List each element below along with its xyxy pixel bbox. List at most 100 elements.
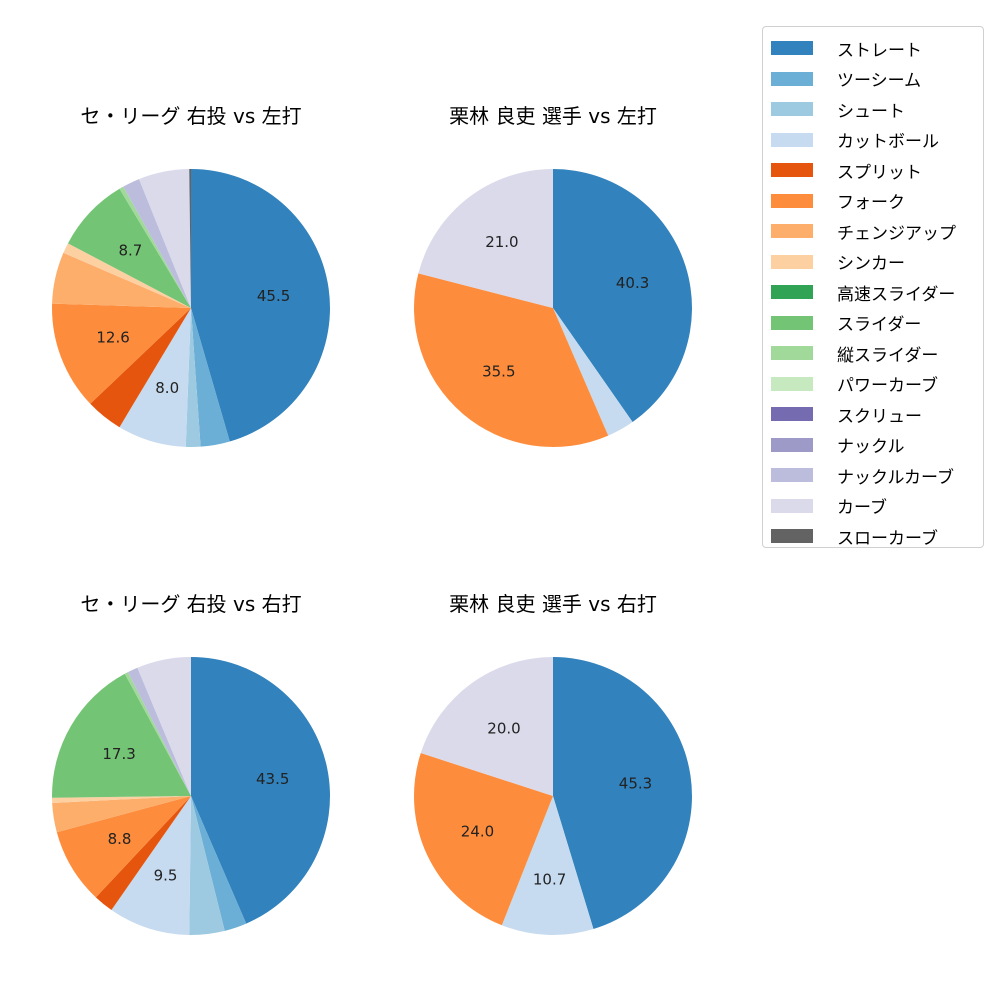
pie-slice — [185, 308, 201, 447]
pie-chart: 45.5 8.0 12.6 8.7 — [52, 168, 330, 447]
pie-slice — [52, 796, 191, 803]
pie-slice — [127, 667, 191, 796]
pie-slice — [52, 796, 192, 833]
pie-chart: 45.3 10.7 24.0 20.0 — [413, 657, 692, 935]
pie-slice — [189, 168, 191, 308]
legend-swatch — [771, 498, 813, 513]
pie-slice — [191, 308, 230, 447]
legend-item: パワーカーブ — [763, 369, 983, 400]
legend: ストレートツーシームシュートカットボール スプリットフォーク チェンジアップ シンカー… — [762, 26, 984, 549]
pie-panel-league-vs-right: セ・リーグ 右投 vs 右打 43.5 9.5 8.8 17.3 — [41, 588, 341, 948]
pie-slice — [137, 657, 191, 796]
legend-swatch — [771, 224, 813, 239]
slice-percent-label: 43.5 — [256, 770, 289, 788]
pie-slice — [56, 796, 192, 898]
legend-swatch — [771, 529, 813, 544]
pie-slice — [553, 308, 633, 436]
legend-item: フォーク — [763, 186, 983, 217]
legend-label: ナックル — [837, 437, 905, 458]
pie-slice — [553, 657, 692, 929]
legend-label: シュート — [837, 101, 905, 122]
slice-percent-label: 8.7 — [118, 242, 142, 260]
pie-slice — [90, 308, 191, 428]
legend-swatch — [771, 41, 813, 56]
pie-slice — [191, 169, 330, 442]
legend-swatch — [771, 193, 813, 208]
chart-title: 栗林 良吏 選手 vs 左打 — [449, 104, 657, 128]
pie-slice — [413, 753, 553, 926]
slice-percent-label: 45.5 — [257, 287, 290, 305]
pie-slice — [189, 796, 225, 936]
pie-slice — [191, 657, 331, 924]
slice-percent-label: 8.8 — [108, 830, 132, 848]
chart-title: セ・リーグ 右投 vs 右打 — [80, 592, 302, 616]
pie-slice — [418, 169, 553, 308]
legend-item: チェンジアップ — [763, 216, 983, 247]
legend-swatch — [771, 132, 813, 147]
legend-label: 高速スライダー — [837, 284, 956, 305]
pie-panel-league-vs-left: セ・リーグ 右投 vs 左打 45.5 8.0 12.6 8.7 — [41, 100, 341, 460]
pie-slice — [51, 673, 192, 798]
pie-slice — [95, 796, 191, 910]
slice-percent-label: 21.0 — [485, 233, 518, 251]
legend-swatch — [771, 102, 813, 117]
legend-item: カットボール — [763, 125, 983, 156]
pie-chart: 43.5 9.5 8.8 17.3 — [51, 657, 331, 936]
legend-item: ナックル — [763, 430, 983, 461]
slice-percent-label: 40.3 — [616, 274, 649, 292]
legend-swatch — [771, 163, 813, 178]
pie-slice — [553, 169, 692, 422]
legend-item: ツーシーム — [763, 64, 983, 95]
legend-swatch — [771, 437, 813, 452]
pie-slice — [119, 186, 191, 308]
pie-slice — [67, 188, 191, 308]
legend-swatch — [771, 468, 813, 483]
slice-percent-label: 17.3 — [102, 745, 135, 763]
legend-swatch — [771, 407, 813, 422]
legend-item: スローカーブ — [763, 521, 983, 552]
legend-item: シュート — [763, 94, 983, 125]
legend-item: 縦スライダー — [763, 338, 983, 369]
legend-label: ナックルカーブ — [837, 467, 954, 488]
legend-label: フォーク — [837, 193, 905, 214]
pie-slice — [191, 796, 247, 931]
pie-slice — [119, 308, 191, 447]
legend-label: 縦スライダー — [837, 345, 939, 366]
legend-swatch — [771, 376, 813, 391]
legend-swatch — [771, 346, 813, 361]
pie-slice — [111, 796, 191, 935]
pie-slice — [123, 179, 191, 308]
pie-slice — [124, 672, 191, 796]
legend-label: スクリュー — [837, 406, 922, 427]
legend-label: カーブ — [837, 498, 887, 519]
pie-slice — [501, 796, 594, 935]
legend-label: カットボール — [837, 132, 939, 153]
pie-slice — [52, 252, 191, 308]
pie-panel-player-vs-right: 栗林 良吏 選手 vs 右打 45.3 10.7 24.0 20.0 — [403, 588, 703, 948]
pie-slice — [420, 657, 553, 796]
pie-slice — [63, 243, 191, 308]
legend-item: スクリュー — [763, 399, 983, 430]
legend-swatch — [771, 71, 813, 86]
chart-title: セ・リーグ 右投 vs 左打 — [80, 104, 302, 128]
pie-slice — [414, 273, 609, 447]
legend-swatch — [771, 254, 813, 269]
legend-label: スローカーブ — [837, 528, 938, 549]
legend-label: スライダー — [837, 315, 922, 336]
legend-item: スプリット — [763, 155, 983, 186]
legend-swatch — [771, 315, 813, 330]
pie-slice — [139, 169, 191, 308]
legend-item: シンカー — [763, 247, 983, 278]
chart-title: 栗林 良吏 選手 vs 右打 — [449, 592, 657, 616]
slice-percent-label: 9.5 — [154, 866, 178, 884]
pie-chart: 40.3 35.5 21.0 — [414, 169, 692, 447]
slice-percent-label: 12.6 — [96, 329, 129, 347]
slice-percent-label: 24.0 — [461, 823, 494, 841]
legend-item: スライダー — [763, 308, 983, 339]
legend-swatch — [771, 285, 813, 300]
legend-label: ツーシーム — [837, 71, 922, 92]
slice-percent-label: 8.0 — [155, 379, 179, 397]
legend-item: ストレート — [763, 33, 983, 64]
legend-item: カーブ — [763, 491, 983, 522]
legend-label: スプリット — [837, 162, 922, 183]
